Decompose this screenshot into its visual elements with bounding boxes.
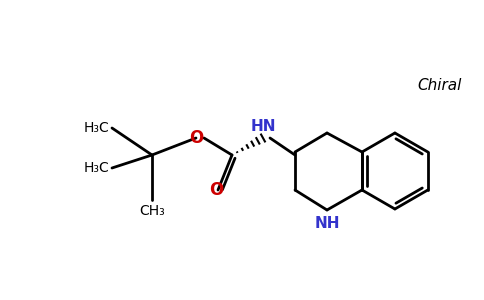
Text: CH₃: CH₃ <box>139 204 165 218</box>
Text: O: O <box>189 129 203 147</box>
Text: O: O <box>209 181 223 199</box>
Text: NH: NH <box>314 216 340 231</box>
Text: Chiral: Chiral <box>418 77 462 92</box>
Text: HN: HN <box>250 119 276 134</box>
Text: H₃C: H₃C <box>83 161 109 175</box>
Text: H₃C: H₃C <box>83 121 109 135</box>
